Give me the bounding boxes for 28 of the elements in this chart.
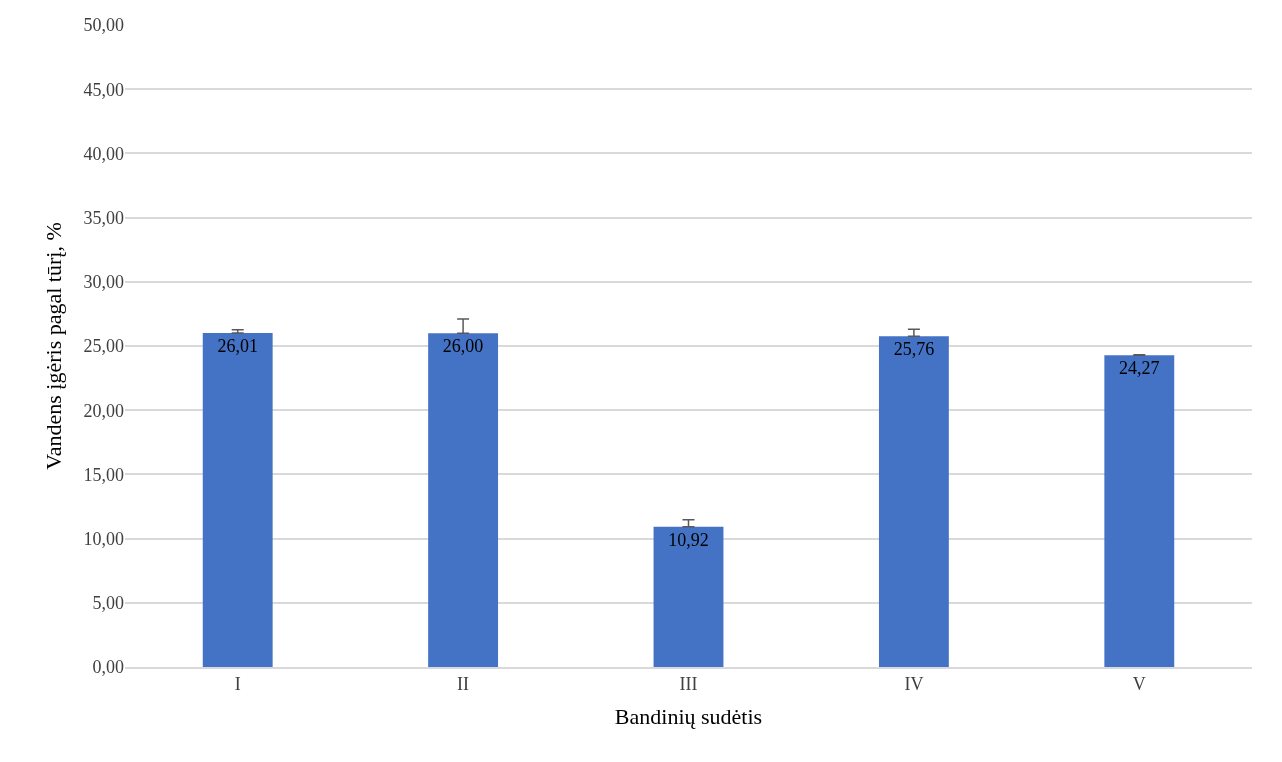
x-tick-label: III [679, 674, 698, 695]
x-tick-label: V [1132, 674, 1146, 695]
y-tick-label: 20,00 [83, 400, 124, 421]
bar [428, 333, 499, 667]
y-tick-label: 25,00 [83, 336, 124, 357]
data-label: 25,76 [893, 339, 935, 360]
bar [653, 526, 724, 667]
y-tick-label: 40,00 [83, 143, 124, 164]
x-tick-label: II [457, 674, 470, 695]
y-tick-label: 35,00 [83, 207, 124, 228]
y-tick-label: 0,00 [92, 657, 124, 678]
y-tick-label: 45,00 [83, 79, 124, 100]
bar [1104, 355, 1175, 667]
y-axis-title: Vandens įgėris pagal tūrį, % [41, 222, 67, 470]
x-tick-label: I [234, 674, 241, 695]
y-tick-label: 5,00 [92, 593, 124, 614]
x-axis-title: Bandinių sudėtis [614, 703, 763, 729]
bar [202, 333, 273, 667]
data-label: 26,00 [442, 336, 484, 357]
y-tick-label: 30,00 [83, 272, 124, 293]
y-tick-label: 15,00 [83, 464, 124, 485]
data-label: 24,27 [1119, 358, 1160, 379]
y-tick-label: 50,00 [83, 15, 124, 36]
y-tick-label: 10,00 [83, 528, 124, 549]
x-tick-label: IV [904, 674, 924, 695]
bar [878, 336, 949, 667]
data-label: 10,92 [668, 529, 709, 550]
data-label: 26,01 [217, 336, 258, 357]
